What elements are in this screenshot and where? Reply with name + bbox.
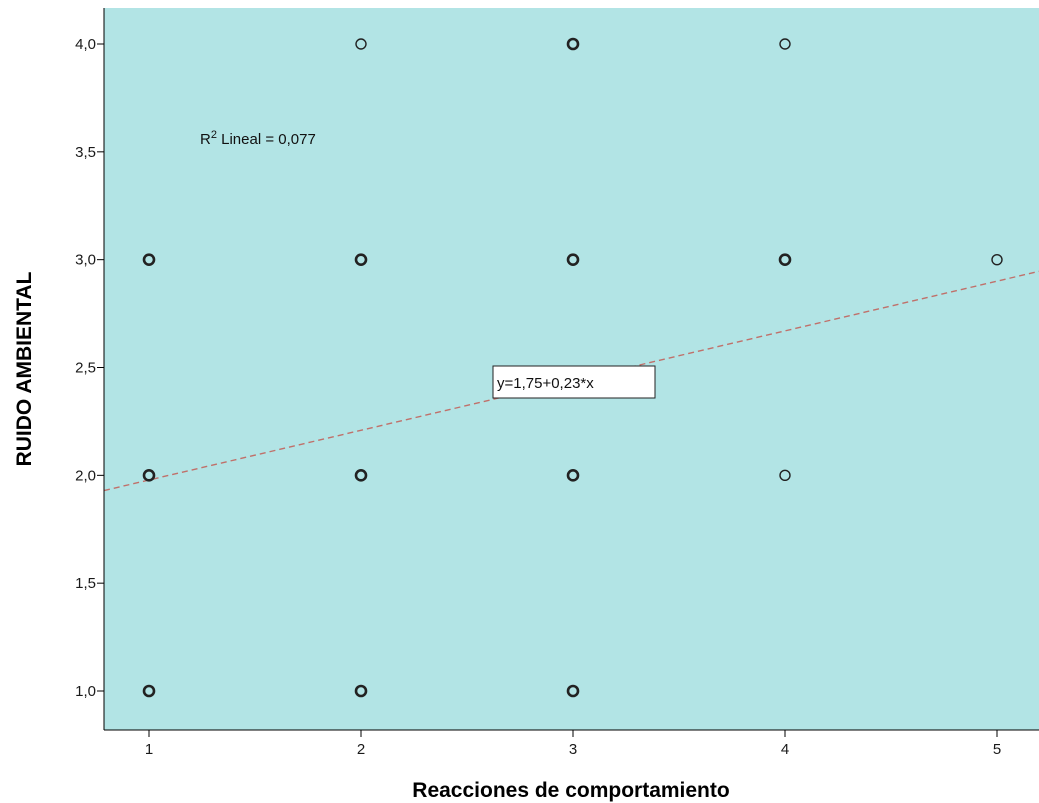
scatter-point	[354, 469, 368, 482]
y-tick-label: 1,0	[75, 683, 96, 700]
y-tick-label: 2,0	[75, 467, 96, 484]
y-tick-label: 2,5	[75, 360, 96, 377]
r-squared-annotation: R2 Lineal = 0,077	[200, 129, 316, 148]
y-tick-label: 1,5	[75, 575, 96, 592]
x-axis-title: Reacciones de comportamiento	[412, 779, 729, 802]
equation-label-box	[492, 365, 656, 399]
x-tick-label: 1	[145, 741, 153, 758]
y-axis-title: RUIDO AMBIENTAL	[13, 271, 36, 466]
x-tick-label: 3	[569, 741, 577, 758]
x-tick-label: 4	[781, 741, 789, 758]
scatter-point	[779, 469, 791, 482]
x-tick-label: 2	[357, 741, 365, 758]
y-tick-label: 3,0	[75, 252, 96, 269]
scatter-point	[991, 253, 1003, 266]
scatter-point	[354, 253, 368, 266]
x-tick-label: 5	[993, 741, 1001, 758]
scatter-point	[566, 469, 580, 482]
scatter-point	[355, 38, 367, 50]
equation-label: y=1,75+0,23*x	[497, 375, 594, 392]
scatter-point	[779, 38, 791, 50]
y-tick-label: 3,5	[75, 144, 96, 161]
scatter-point	[142, 469, 156, 482]
scatter-point	[778, 253, 792, 266]
scatter-point	[566, 253, 580, 266]
scatter-point	[566, 37, 580, 51]
scatter-point	[566, 684, 580, 698]
y-tick-label: 4,0	[75, 36, 96, 53]
scatter-point	[142, 253, 156, 266]
scatter-point	[354, 684, 368, 698]
scatter-point	[142, 684, 156, 698]
